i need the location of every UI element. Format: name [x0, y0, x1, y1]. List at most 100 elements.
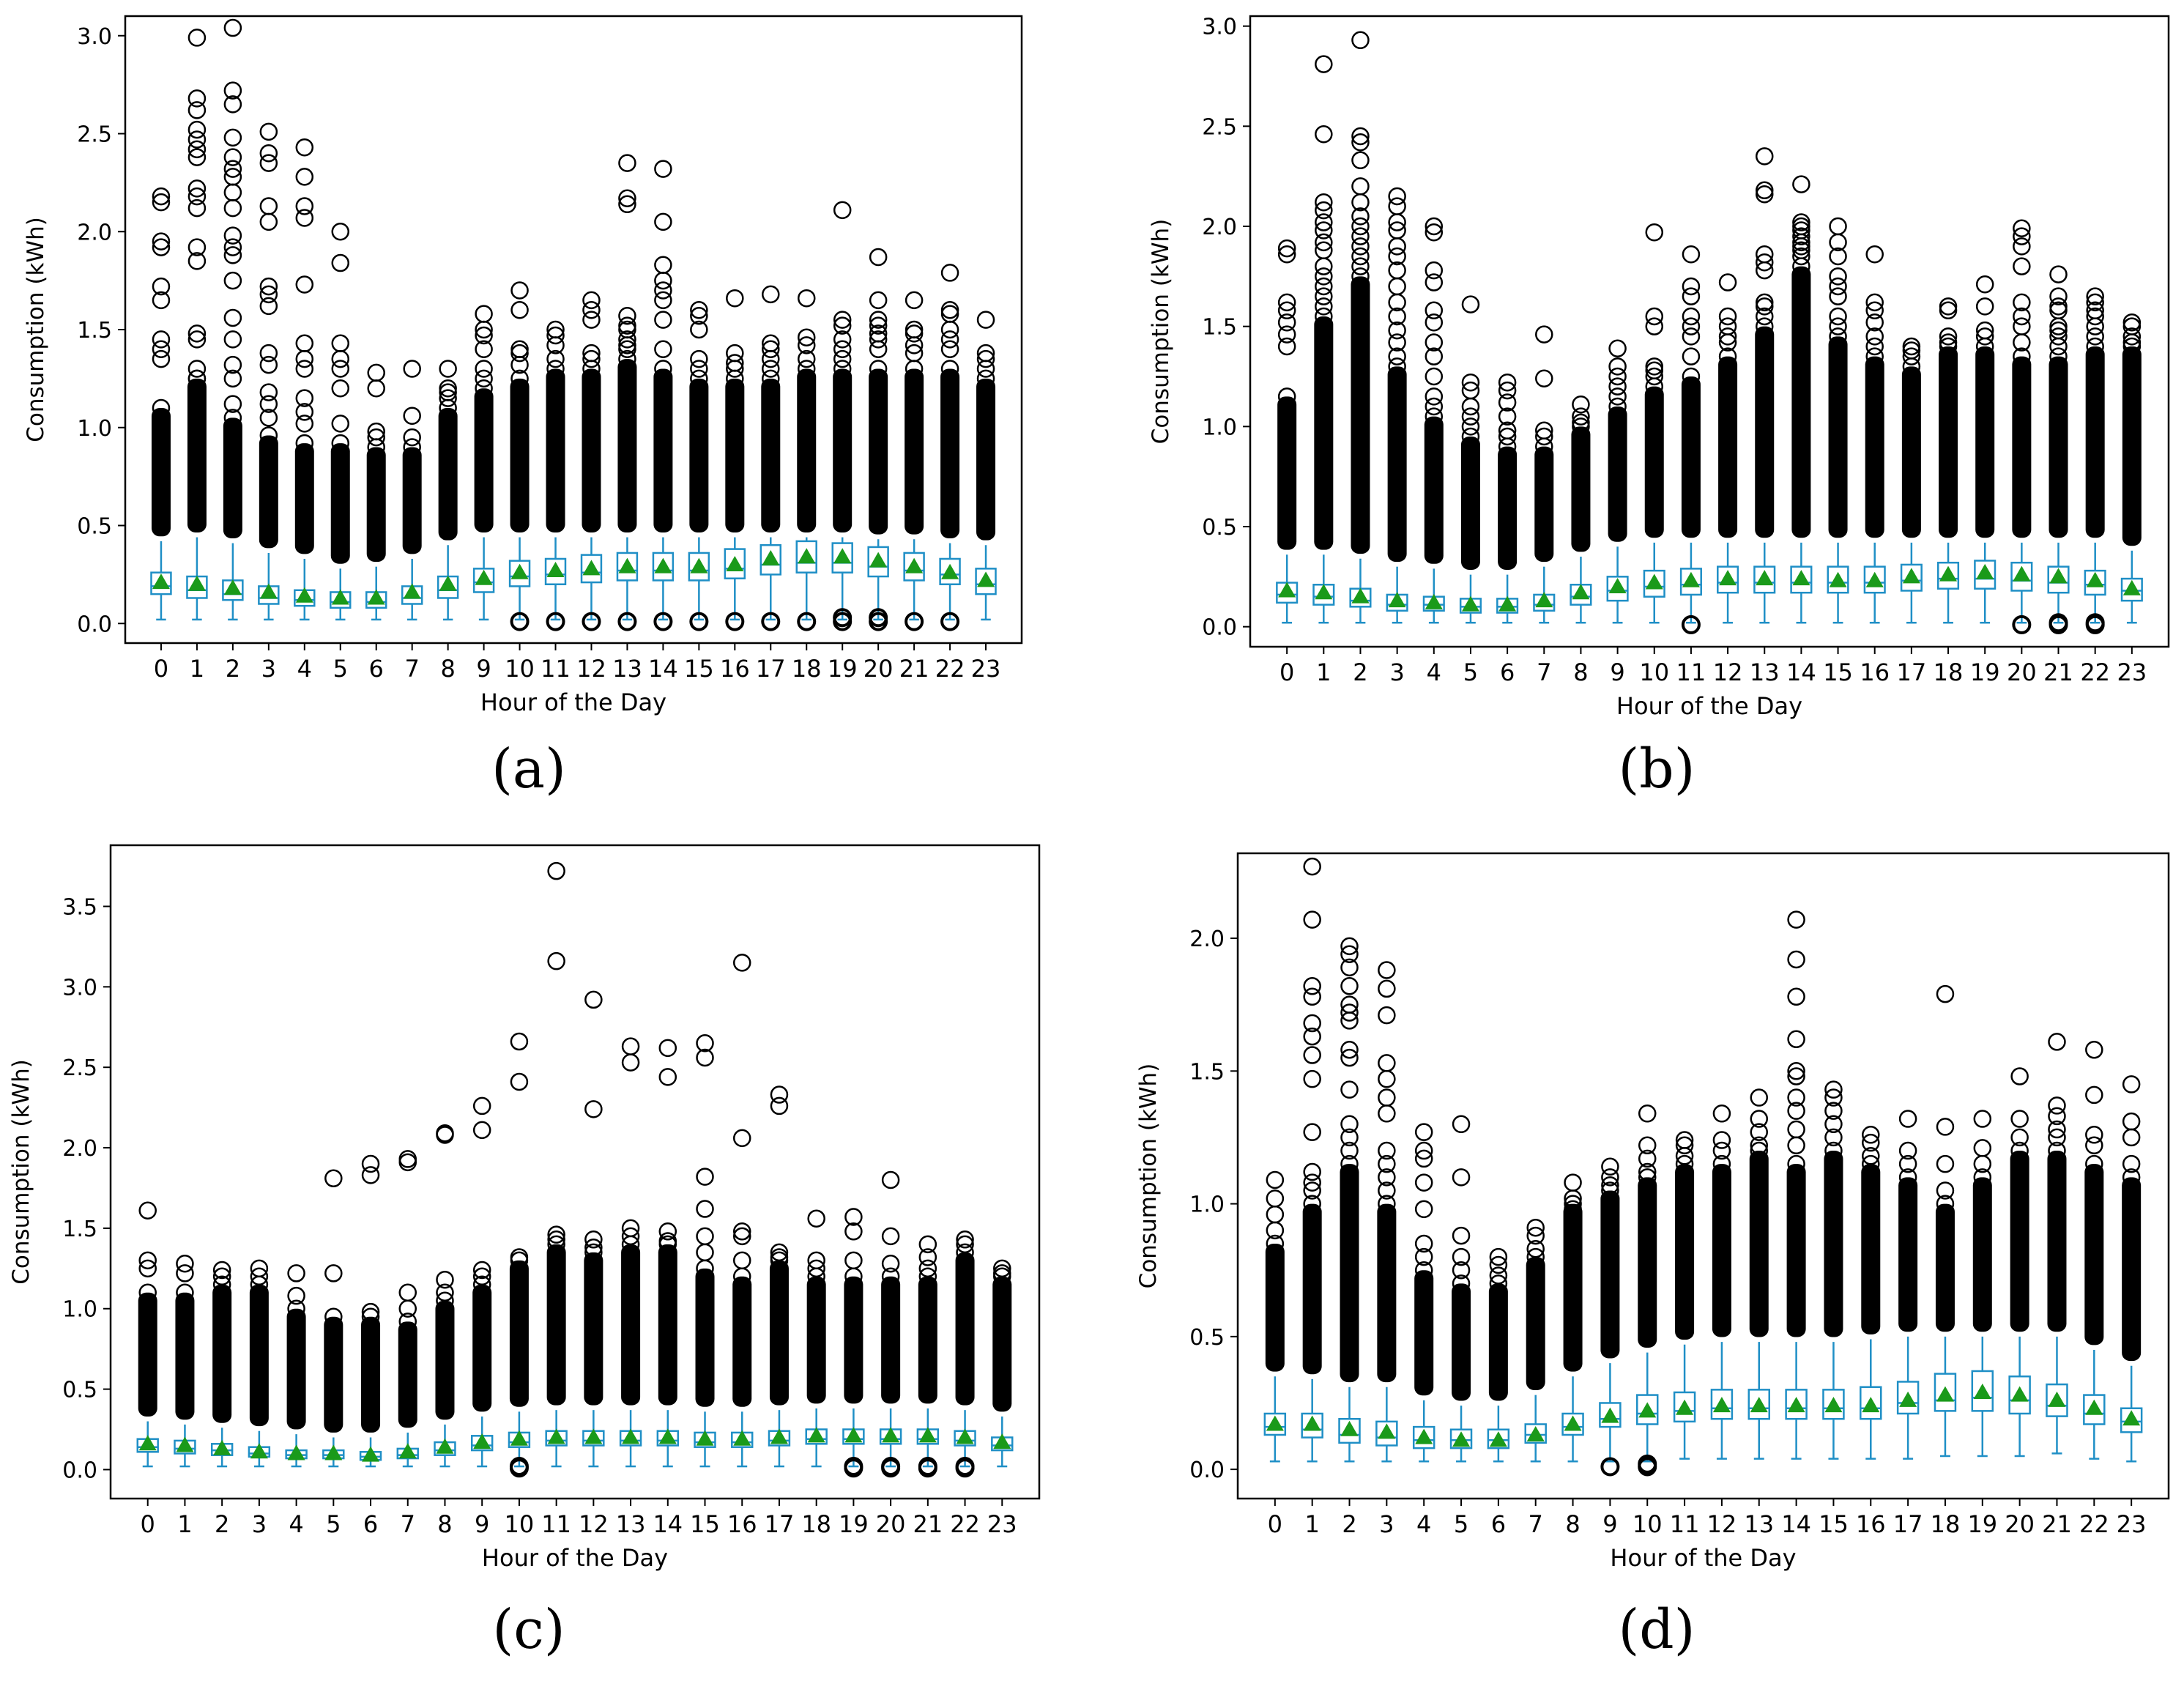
outlier-point-low	[940, 612, 960, 631]
box-hour-2	[1338, 937, 1361, 1463]
outlier-point	[152, 187, 171, 206]
outlier-point	[1718, 327, 1737, 346]
mean-marker	[2013, 565, 2031, 582]
x-tick-label: 1	[1305, 1510, 1320, 1538]
box-hour-5	[330, 223, 352, 621]
outlier-point	[1535, 427, 1553, 446]
outlier-point	[833, 360, 852, 378]
box-hour-13	[1753, 147, 1776, 624]
outlier-point	[1682, 347, 1701, 365]
outlier-point	[1718, 317, 1737, 335]
x-tick-label: 23	[2117, 1510, 2147, 1538]
outlier-point	[187, 179, 207, 198]
outlier-point	[223, 355, 242, 374]
outlier-cluster	[881, 1276, 901, 1404]
mean-marker	[1638, 1402, 1657, 1418]
outlier-point	[1829, 317, 1847, 335]
box-hour-19	[1971, 1110, 1994, 1458]
outlier-point	[844, 1222, 863, 1241]
y-tick-label: 3.0	[77, 24, 112, 50]
y-tick-label: 1.0	[77, 416, 112, 442]
outlier-point	[1718, 273, 1737, 292]
outlier-cluster	[976, 378, 996, 541]
outlier-point	[295, 434, 314, 453]
box-hour-1	[1312, 55, 1335, 624]
mean-marker	[956, 1428, 974, 1444]
outlier-point	[1452, 1115, 1471, 1134]
outlier-point	[833, 330, 852, 349]
plot-frame	[109, 844, 1041, 1500]
outlier-point	[1755, 185, 1774, 204]
outlier-point	[223, 198, 242, 218]
outlier-point	[398, 1299, 417, 1318]
outlier-cluster	[905, 368, 924, 535]
outlier-cluster	[1534, 446, 1554, 563]
y-tick-label: 1.0	[1202, 415, 1237, 440]
outlier-point	[1608, 377, 1627, 396]
plot-frame	[1236, 852, 2170, 1500]
mean-marker	[295, 587, 313, 603]
outlier-point	[223, 246, 242, 264]
x-tick-label: 13	[616, 1510, 646, 1538]
outlier-point	[762, 349, 780, 368]
outlier-point	[1712, 1154, 1731, 1173]
outlier-point	[1315, 277, 1333, 296]
box-hour-15	[1827, 217, 1849, 624]
x-tick-label: 9	[1602, 1510, 1617, 1538]
outlier-cluster	[940, 368, 960, 538]
outlier-point	[436, 1126, 454, 1144]
x-tick-label: 20	[2007, 658, 2037, 686]
outlier-point	[1638, 1136, 1657, 1155]
outlier-point	[331, 379, 350, 398]
outlier-point	[732, 1129, 751, 1148]
outlier-point	[1865, 327, 1884, 346]
box-hour-13	[1747, 1088, 1770, 1460]
outlier-point	[1315, 267, 1333, 286]
outlier-cluster	[1571, 426, 1591, 552]
outlier-point	[1682, 287, 1701, 305]
box-hour-1	[174, 1254, 196, 1468]
mean-marker	[1278, 582, 1296, 598]
outlier-point	[2122, 317, 2142, 335]
outlier-point	[582, 349, 601, 368]
box-hour-9	[472, 305, 495, 621]
outlier-cluster	[1563, 1203, 1583, 1372]
outlier-point	[475, 340, 493, 358]
outlier-cluster	[617, 359, 637, 532]
outlier-point	[1303, 1181, 1321, 1200]
outlier-point	[807, 1251, 825, 1270]
outlier-cluster	[187, 378, 207, 532]
outlier-cluster	[1377, 1203, 1397, 1383]
mean-marker	[1601, 1407, 1619, 1423]
box-hour-21	[903, 291, 925, 631]
mean-marker	[941, 563, 959, 579]
outlier-point	[152, 330, 171, 349]
outlier-point	[696, 1048, 714, 1067]
x-tick-label: 20	[2005, 1510, 2035, 1538]
x-tick-label: 1	[177, 1510, 192, 1538]
mean-marker	[1340, 1420, 1359, 1436]
outlier-point	[472, 1121, 491, 1140]
outlier-point	[259, 277, 278, 296]
outlier-point	[1526, 1218, 1545, 1237]
outlier-cluster	[1675, 1164, 1695, 1340]
outlier-point	[1865, 301, 1884, 320]
mean-marker	[475, 569, 493, 585]
outlier-point	[2049, 327, 2068, 346]
outlier-point	[436, 1283, 454, 1302]
outlier-cluster	[509, 1260, 529, 1407]
outlier-cluster	[151, 408, 171, 537]
box-hour-4	[294, 138, 316, 621]
outlier-point-low	[617, 612, 637, 631]
chart-panel-c: 0 1 2 3 4 5 6 7 8 9 10 11 12 13 14 15 16 17 18 19 20 21 22 230.…	[8, 844, 1041, 1661]
outlier-cluster	[366, 447, 386, 563]
outlier-point	[658, 1039, 677, 1058]
outlier-point	[2122, 327, 2142, 346]
outlier-point	[187, 148, 207, 166]
outlier-point	[259, 344, 278, 363]
outlier-point	[1829, 267, 1847, 286]
outlier-point	[259, 355, 278, 374]
outlier-point	[833, 316, 852, 335]
outlier-point	[1303, 1195, 1321, 1213]
